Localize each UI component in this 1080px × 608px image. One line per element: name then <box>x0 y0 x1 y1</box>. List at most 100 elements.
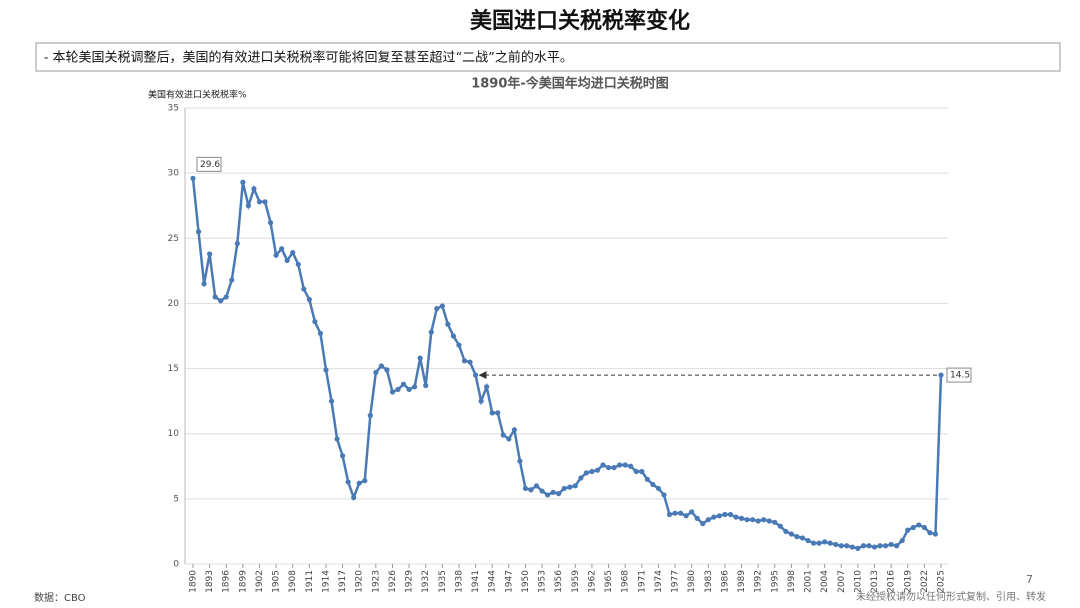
y-tick-label: 5 <box>173 494 179 504</box>
point <box>406 386 412 393</box>
point <box>882 543 889 549</box>
point <box>777 523 783 529</box>
x-tick-label: 1998 <box>787 570 797 593</box>
point <box>245 203 252 209</box>
point <box>561 485 567 492</box>
point <box>578 475 584 481</box>
x-tick-label: 1995 <box>770 570 780 593</box>
point <box>639 468 645 475</box>
point <box>921 524 927 531</box>
point <box>267 220 274 226</box>
point <box>733 514 739 520</box>
point <box>317 330 324 336</box>
point <box>500 432 506 438</box>
point <box>705 517 711 523</box>
point <box>617 462 623 468</box>
x-tick-label: 1974 <box>654 570 664 593</box>
point <box>799 535 806 541</box>
x-tick-label: 2007 <box>837 570 847 593</box>
point <box>583 470 589 476</box>
point <box>545 492 551 498</box>
point <box>533 483 540 489</box>
data-label: 29.6 <box>200 160 220 170</box>
x-tick-label: 1902 <box>255 570 265 593</box>
point <box>689 509 695 515</box>
x-tick-label: 1926 <box>388 570 398 593</box>
point <box>484 384 490 390</box>
x-tick-label: 1983 <box>704 570 714 593</box>
point <box>666 511 673 518</box>
point <box>384 367 390 373</box>
point <box>190 175 196 181</box>
point <box>395 386 401 393</box>
x-tick-label: 1899 <box>238 570 248 593</box>
point <box>328 398 335 404</box>
summary: - 本轮美国关税调整后，美国的有效进口关税税率可能将回复至甚至超过“二战”之前的… <box>44 50 573 66</box>
point <box>556 491 562 497</box>
point <box>201 281 207 287</box>
y-tick-label: 20 <box>168 299 180 309</box>
y-tick-label: 15 <box>168 364 179 374</box>
x-tick-label: 1920 <box>355 570 365 593</box>
x-tick-label: 2001 <box>804 570 814 593</box>
point <box>711 514 717 520</box>
point <box>373 369 379 376</box>
point <box>572 483 578 489</box>
point <box>539 488 545 494</box>
x-tick-label: 1896 <box>222 570 232 593</box>
label-box <box>946 367 972 383</box>
point <box>517 458 523 464</box>
point <box>378 363 384 369</box>
x-tick-label: 1959 <box>571 570 581 593</box>
x-tick-label: 1905 <box>272 570 282 593</box>
x-tick-label: 1980 <box>687 570 697 593</box>
point <box>600 462 606 468</box>
point <box>622 462 628 468</box>
point <box>700 521 706 527</box>
x-tick-label: 1962 <box>587 570 597 593</box>
point <box>240 179 246 185</box>
point <box>794 534 800 540</box>
summary-box <box>35 42 1061 72</box>
point <box>334 436 340 442</box>
x-tick-label: 2013 <box>870 570 880 593</box>
point <box>495 410 501 416</box>
data-label: 14.5 <box>950 371 970 381</box>
y-tick-label: 10 <box>168 429 180 439</box>
x-tick-label: 1941 <box>471 570 481 593</box>
point <box>755 518 761 524</box>
x-tick-label: 1932 <box>421 570 431 593</box>
point <box>434 306 440 312</box>
x-tick-label: 1971 <box>637 570 647 593</box>
x-tick-label: 1923 <box>371 570 381 593</box>
point <box>589 468 595 475</box>
point <box>262 199 268 205</box>
x-tick-label: 2004 <box>820 570 830 593</box>
point <box>783 528 789 535</box>
point <box>234 240 240 247</box>
point <box>439 303 445 309</box>
point <box>877 543 883 549</box>
point <box>367 412 373 419</box>
point <box>871 544 878 550</box>
point <box>340 453 346 459</box>
x-tick-label: 1914 <box>321 570 331 593</box>
point <box>461 358 468 364</box>
point <box>727 511 734 518</box>
point <box>650 481 656 488</box>
point <box>345 479 351 485</box>
point <box>467 359 473 365</box>
source: 数据：CBO <box>34 591 86 604</box>
point <box>306 296 312 303</box>
point <box>256 199 263 205</box>
point <box>229 277 235 283</box>
point <box>722 511 728 518</box>
point <box>428 329 434 335</box>
point <box>522 485 529 492</box>
point <box>195 229 202 235</box>
page-number: 7 <box>1026 573 1033 586</box>
y-tick-label: 35 <box>168 104 179 114</box>
x-tick-label: 1917 <box>338 570 348 593</box>
y-axis-label: 美国有效进口关税税率% <box>148 89 247 101</box>
